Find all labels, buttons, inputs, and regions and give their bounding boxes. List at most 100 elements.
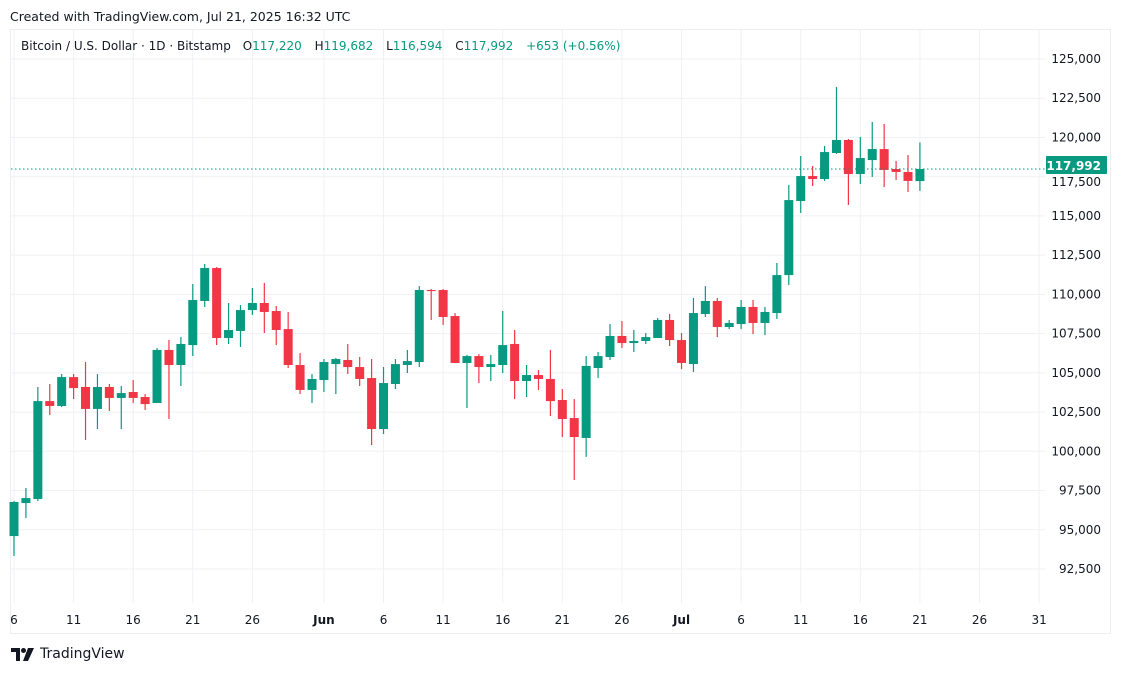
candle-body — [319, 362, 329, 381]
candle-body — [45, 401, 55, 406]
candle-body — [402, 361, 412, 365]
symbol-legend: Bitcoin / U.S. Dollar · 1D · Bitstamp O1… — [21, 39, 629, 53]
candle-body — [343, 359, 353, 368]
candle-body — [891, 169, 901, 172]
candle-body — [784, 200, 794, 276]
y-tick-label: 107,500 — [1051, 327, 1101, 341]
candle-body — [57, 377, 67, 406]
y-tick-label: 120,000 — [1051, 130, 1101, 144]
candle-body — [9, 501, 19, 537]
y-tick-label: 110,000 — [1051, 287, 1101, 301]
candle-body — [69, 377, 79, 389]
candle-body — [879, 149, 889, 170]
symbol-title[interactable]: Bitcoin / U.S. Dollar · 1D · Bitstamp — [21, 39, 231, 53]
candle-body — [247, 303, 257, 311]
last-price-tag — [1046, 155, 1107, 174]
candle-body — [867, 149, 877, 161]
y-tick-label: 97,500 — [1059, 484, 1101, 498]
x-tick-label: Jun — [312, 613, 335, 627]
x-tick-label: 16 — [126, 613, 141, 627]
candle-body — [915, 168, 925, 182]
y-tick-label: 100,000 — [1051, 444, 1101, 458]
x-tick-label: 21 — [912, 613, 927, 627]
candle-body — [510, 343, 520, 382]
candle-body — [450, 316, 460, 363]
candle-body — [164, 349, 174, 365]
tradingview-footer[interactable]: TradingView — [11, 646, 125, 662]
candle-body — [903, 171, 913, 181]
candle-body — [152, 349, 162, 403]
candle-body — [295, 365, 305, 390]
candle-body — [653, 319, 663, 339]
candle-body — [677, 340, 687, 363]
candle-body — [355, 367, 365, 379]
candle-body — [176, 343, 186, 365]
x-tick-label: 6 — [380, 613, 388, 627]
candle-body — [259, 303, 269, 312]
x-tick-label: 26 — [972, 613, 987, 627]
candle-body — [367, 378, 377, 430]
candle-body — [688, 313, 698, 365]
candle-body — [271, 311, 281, 331]
candle-body — [736, 306, 746, 325]
y-tick-label: 117,500 — [1051, 175, 1101, 189]
tradingview-brand: TradingView — [40, 646, 125, 662]
candle-body — [581, 365, 591, 438]
candle-body — [390, 364, 400, 384]
low-value: 116,594 — [392, 39, 443, 53]
y-tick-label: 102,500 — [1051, 405, 1101, 419]
candle-body — [462, 356, 472, 363]
candle-body — [414, 289, 424, 363]
candle-body — [426, 289, 436, 292]
candle-body — [545, 378, 555, 402]
candle-body — [140, 397, 150, 405]
x-tick-label: 21 — [185, 613, 200, 627]
close-label: C — [455, 39, 464, 53]
candle-body — [605, 335, 615, 357]
x-tick-label: 11 — [66, 613, 81, 627]
candle-body — [808, 176, 818, 180]
x-tick-label: 21 — [555, 613, 570, 627]
x-tick-label: 6 — [737, 613, 745, 627]
candle-body — [81, 386, 91, 409]
y-tick-label: 122,500 — [1051, 91, 1101, 105]
tradingview-logo-icon — [11, 647, 34, 661]
candle-body — [820, 152, 830, 180]
change-value: +653 (+0.56%) — [526, 39, 621, 53]
y-tick-label: 112,500 — [1051, 248, 1101, 262]
open-value: 117,220 — [252, 39, 302, 53]
candle-body — [486, 364, 496, 368]
candle-body — [855, 158, 865, 175]
y-tick-label: 125,000 — [1051, 52, 1101, 66]
y-tick-label: 105,000 — [1051, 366, 1101, 380]
high-value: 119,682 — [323, 39, 374, 53]
candle-body — [748, 306, 758, 323]
low-label: L — [386, 39, 393, 53]
y-tick-label: 92,500 — [1059, 562, 1101, 576]
x-tick-label: 11 — [435, 613, 450, 627]
candle-body — [33, 401, 43, 500]
candle-body — [331, 359, 341, 365]
candle-body — [116, 393, 126, 398]
high-label: H — [314, 39, 324, 53]
candle-body — [522, 375, 532, 382]
x-tick-label: 31 — [1031, 613, 1046, 627]
x-tick-label: 16 — [495, 613, 510, 627]
x-tick-label: 16 — [853, 613, 868, 627]
candle-body — [700, 300, 710, 314]
candle-body — [629, 340, 639, 344]
candle-body — [533, 375, 543, 379]
open-label: O — [242, 39, 253, 53]
candle-body — [379, 383, 389, 430]
y-tick-label: 115,000 — [1051, 209, 1101, 223]
candle-body — [724, 322, 734, 328]
candle-body — [283, 329, 293, 365]
candle-body — [235, 310, 245, 331]
candle-body — [843, 139, 853, 175]
candle-body — [593, 356, 603, 368]
candle-body — [569, 418, 579, 438]
y-tick-label: 95,000 — [1059, 523, 1101, 537]
candle-body — [760, 311, 770, 323]
close-value: 117,992 — [463, 39, 514, 53]
